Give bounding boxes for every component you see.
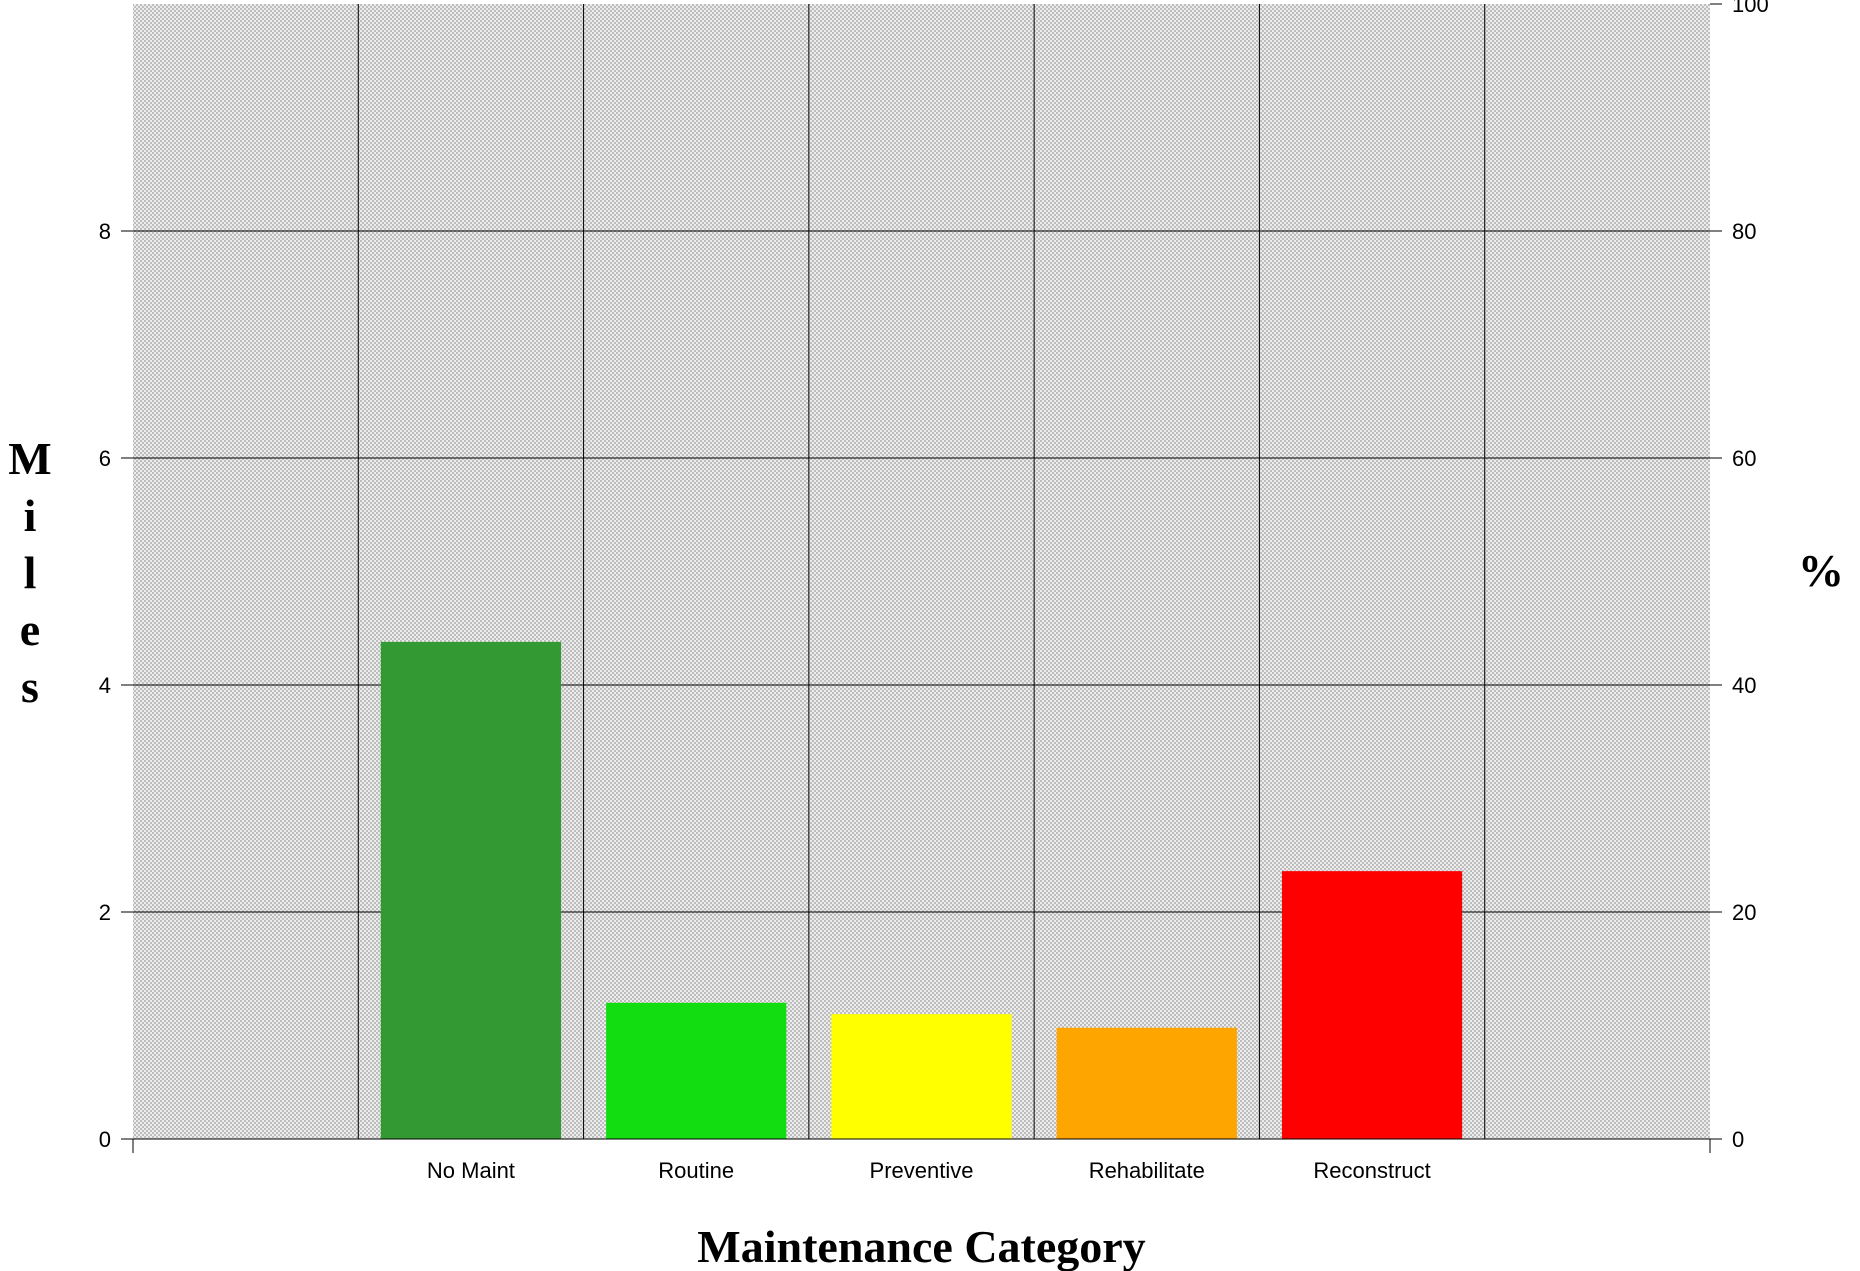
bar-routine bbox=[606, 1002, 787, 1139]
y-tick-label: 2 bbox=[99, 900, 111, 925]
y2-tick-label: 60 bbox=[1732, 446, 1756, 471]
x-tick-label: Routine bbox=[658, 1158, 734, 1183]
y2-tick-label: 0 bbox=[1732, 1127, 1744, 1152]
x-tick-label: Rehabilitate bbox=[1089, 1158, 1205, 1183]
y2-tick-label: 40 bbox=[1732, 673, 1756, 698]
y-tick-label: 0 bbox=[99, 1127, 111, 1152]
x-tick-label: Reconstruct bbox=[1313, 1158, 1430, 1183]
y2-tick-label: 20 bbox=[1732, 900, 1756, 925]
bar-reconstruct bbox=[1281, 871, 1463, 1139]
bars bbox=[380, 641, 1463, 1139]
y-tick-label: 4 bbox=[99, 673, 111, 698]
bar-rehabilitate bbox=[1056, 1027, 1237, 1139]
y2-tick-label: 80 bbox=[1732, 219, 1756, 244]
bar-no-maint bbox=[380, 641, 562, 1139]
y-tick-label: 6 bbox=[99, 446, 111, 471]
x-tick-label: No Maint bbox=[427, 1158, 515, 1183]
bar-preventive bbox=[831, 1014, 1012, 1139]
x-axis-title: Maintenance Category bbox=[697, 1221, 1145, 1271]
y-tick-label: 8 bbox=[99, 219, 111, 244]
x-tick-label: Preventive bbox=[870, 1158, 974, 1183]
y2-tick-label: 100 bbox=[1732, 0, 1769, 17]
y2-axis-title: % bbox=[1798, 545, 1844, 596]
plot-area bbox=[133, 4, 1710, 1139]
